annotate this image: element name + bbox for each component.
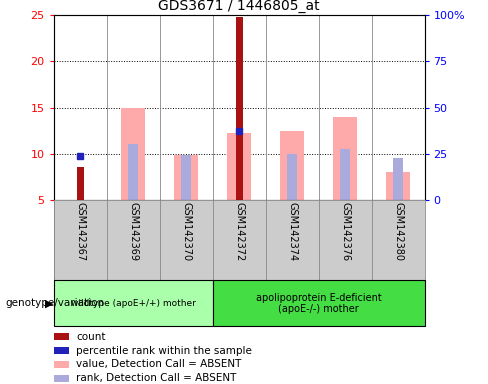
Text: GSM142367: GSM142367 bbox=[75, 202, 85, 261]
Bar bbox=[280, 131, 304, 200]
Text: ▶: ▶ bbox=[45, 298, 54, 308]
Bar bbox=[236, 17, 243, 200]
Text: apolipoprotein E-deficient
(apoE-/-) mother: apolipoprotein E-deficient (apoE-/-) mot… bbox=[256, 293, 382, 314]
Bar bbox=[213, 280, 425, 326]
Text: GSM142376: GSM142376 bbox=[340, 202, 350, 261]
Bar bbox=[227, 133, 251, 200]
Bar bbox=[386, 172, 410, 200]
Text: GSM142369: GSM142369 bbox=[128, 202, 138, 261]
Bar bbox=[174, 156, 198, 200]
Text: percentile rank within the sample: percentile rank within the sample bbox=[76, 346, 252, 356]
Bar bbox=[121, 108, 145, 200]
Title: GDS3671 / 1446805_at: GDS3671 / 1446805_at bbox=[158, 0, 320, 13]
Bar bbox=[54, 375, 69, 382]
Text: rank, Detection Call = ABSENT: rank, Detection Call = ABSENT bbox=[76, 373, 237, 383]
Bar bbox=[181, 156, 191, 200]
Bar bbox=[54, 333, 69, 340]
Bar bbox=[393, 158, 404, 200]
Text: wildtype (apoE+/+) mother: wildtype (apoE+/+) mother bbox=[71, 299, 196, 308]
Text: GSM142380: GSM142380 bbox=[393, 202, 403, 261]
Text: value, Detection Call = ABSENT: value, Detection Call = ABSENT bbox=[76, 359, 242, 369]
Bar bbox=[77, 167, 83, 200]
Bar bbox=[54, 347, 69, 354]
Bar bbox=[287, 154, 297, 200]
Text: GSM142372: GSM142372 bbox=[234, 202, 244, 262]
Bar bbox=[54, 361, 69, 368]
Bar bbox=[128, 144, 139, 200]
Bar bbox=[54, 280, 213, 326]
Bar bbox=[333, 117, 357, 200]
Text: GSM142374: GSM142374 bbox=[287, 202, 297, 261]
Text: genotype/variation: genotype/variation bbox=[5, 298, 104, 308]
Text: GSM142370: GSM142370 bbox=[181, 202, 191, 261]
Text: count: count bbox=[76, 332, 106, 342]
Bar bbox=[340, 149, 350, 200]
